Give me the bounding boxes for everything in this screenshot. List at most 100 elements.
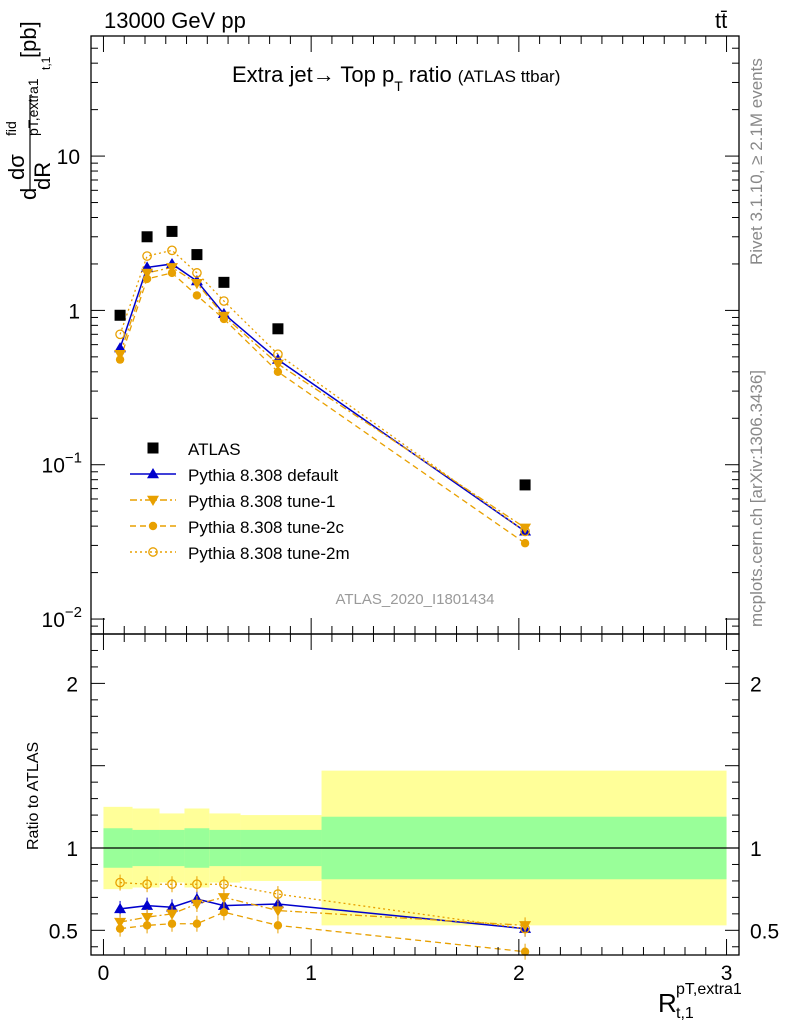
legend-label: Pythia 8.308 default (188, 466, 339, 485)
marker-circle-open (273, 889, 283, 899)
marker-circle (167, 268, 177, 278)
ylabel-sub: pT,extra1 (25, 78, 41, 136)
ylabel-denominator: dR (30, 162, 55, 190)
marker-triangle-down (166, 909, 178, 920)
marker-circle-open (219, 879, 229, 890)
marker-circle (273, 367, 283, 377)
marker-circle-open (167, 245, 177, 256)
main-y-ticks: 10−2 10−1 1 10 (42, 35, 739, 635)
marker-circle (115, 924, 125, 933)
energy-label: 13000 GeV pp (104, 8, 246, 33)
marker-triangle-down (217, 893, 230, 904)
marker-circle (520, 539, 530, 548)
marker-circle (219, 314, 229, 324)
legend-label: Pythia 8.308 tune-2m (188, 544, 350, 563)
marker-square (147, 442, 159, 454)
mcplots-label: mcplots.cern.ch [arXiv:1306.3436] (747, 370, 766, 627)
marker-triangle-down (519, 523, 532, 534)
plot-title: Extra jet→ Top pT ratio (ATLAS ttbar) (232, 62, 560, 94)
marker-circle (192, 291, 202, 300)
marker-square (166, 225, 178, 237)
y-tick-label: 10−2 (42, 604, 82, 632)
marker-circle (142, 921, 152, 930)
x-tick-label: 1 (305, 962, 317, 985)
ratio-y-ticks: 0.5 0.5 1 1 2 2 (49, 633, 779, 948)
title-tail: ratio (403, 62, 452, 87)
marker-circle-open (115, 877, 125, 888)
main-panel: 10−2 10−1 1 10 Extra jet→ Top pT ratio (ATLA… (3, 21, 740, 635)
marker-circle-open (219, 296, 229, 306)
marker-circle-open (142, 879, 152, 890)
marker-square (114, 309, 126, 321)
y-tick-label: 10−1 (42, 450, 82, 478)
marker-triangle-down (114, 350, 127, 361)
analysis-label: ATLAS_2020_I1801434 (335, 591, 494, 608)
legend-label: ATLAS (188, 440, 241, 459)
marker-circle (142, 274, 152, 284)
ylabel-sigma: dσ (4, 154, 29, 180)
ylabel-fid: fid (3, 121, 19, 136)
marker-square (519, 479, 531, 491)
marker-circle (148, 521, 158, 531)
xlabel-sub: t,1 (676, 1005, 694, 1022)
marker-square (191, 249, 203, 261)
ratio-y-tick-label-right: 1 (750, 838, 762, 861)
ylabel-sub2: t,1 (39, 56, 53, 70)
x-tick-label: 0 (98, 962, 110, 985)
ratio-y-axis-label: Ratio to ATLAS (25, 742, 42, 850)
title-main: Extra jet→ Top p (232, 62, 394, 87)
ylabel-d: d (16, 188, 41, 200)
marker-triangle-down (271, 906, 284, 917)
marker-square (272, 323, 284, 335)
x-tick-label: 3 (721, 962, 733, 985)
marker-circle (520, 947, 530, 956)
marker-square (141, 231, 153, 243)
marker-triangle-up (141, 899, 154, 910)
ratio-y-tick-label-right: 0.5 (750, 920, 779, 943)
marker-triangle-down (141, 268, 154, 279)
ylabel-unit: [pb] (16, 21, 41, 58)
legend-label: Pythia 8.308 tune-1 (188, 492, 335, 511)
marker-circle-open (192, 879, 202, 890)
ratio-x-ticks: 0 1 2 3 (98, 634, 733, 985)
xlabel-sup: pT,extra1 (676, 981, 742, 998)
marker-circle-open (115, 329, 125, 340)
y-tick-label: 10 (57, 146, 80, 169)
marker-circle-open (142, 251, 152, 261)
marker-triangle-up (114, 902, 127, 914)
ratio-y-tick-label: 0.5 (49, 920, 78, 943)
marker-triangle-up (147, 468, 159, 479)
marker-circle-open (520, 923, 530, 934)
marker-triangle-down (271, 359, 284, 370)
marker-triangle-down (190, 899, 203, 910)
x-tick-label: 2 (513, 962, 525, 985)
marker-circle (219, 908, 229, 917)
marker-circle-open (192, 268, 202, 278)
main-x-ticks (102, 36, 728, 634)
process-label: tt̄ (715, 8, 727, 33)
marker-triangle-down (147, 495, 159, 506)
marker-circle-open (148, 547, 158, 557)
ratio-y-tick-label: 1 (66, 838, 78, 861)
marker-circle-open (520, 526, 530, 537)
marker-circle (192, 919, 202, 928)
marker-triangle-up (114, 342, 127, 353)
marker-circle (115, 355, 125, 364)
marker-triangle-down (190, 279, 203, 290)
ratio-panel: 0.5 0.5 1 1 2 2 0 1 2 3 Ratio to ATLAS R pT,extr… (25, 633, 779, 1022)
marker-circle (273, 921, 283, 930)
legend: ATLAS Pythia 8.308 default Pythia 8.308 tu… (130, 440, 350, 563)
ratio-y-tick-label-right: 2 (750, 673, 762, 696)
marker-circle-open (167, 879, 177, 890)
legend-label: Pythia 8.308 tune-2c (188, 518, 344, 537)
main-series-group (114, 225, 532, 548)
x-axis-label: R pT,extra1 t,1 (658, 981, 742, 1022)
ratio-y-tick-label: 2 (66, 673, 78, 696)
rivet-version-label: Rivet 3.1.10, ≥ 2.1M events (747, 58, 766, 265)
marker-circle-open (273, 349, 283, 360)
marker-circle (167, 919, 177, 928)
ratio-series-group (114, 874, 532, 960)
y-tick-label: 1 (68, 300, 80, 323)
main-y-axis-label: d dσ fid pT,extra1 t,1 [pb] dR (3, 21, 55, 200)
